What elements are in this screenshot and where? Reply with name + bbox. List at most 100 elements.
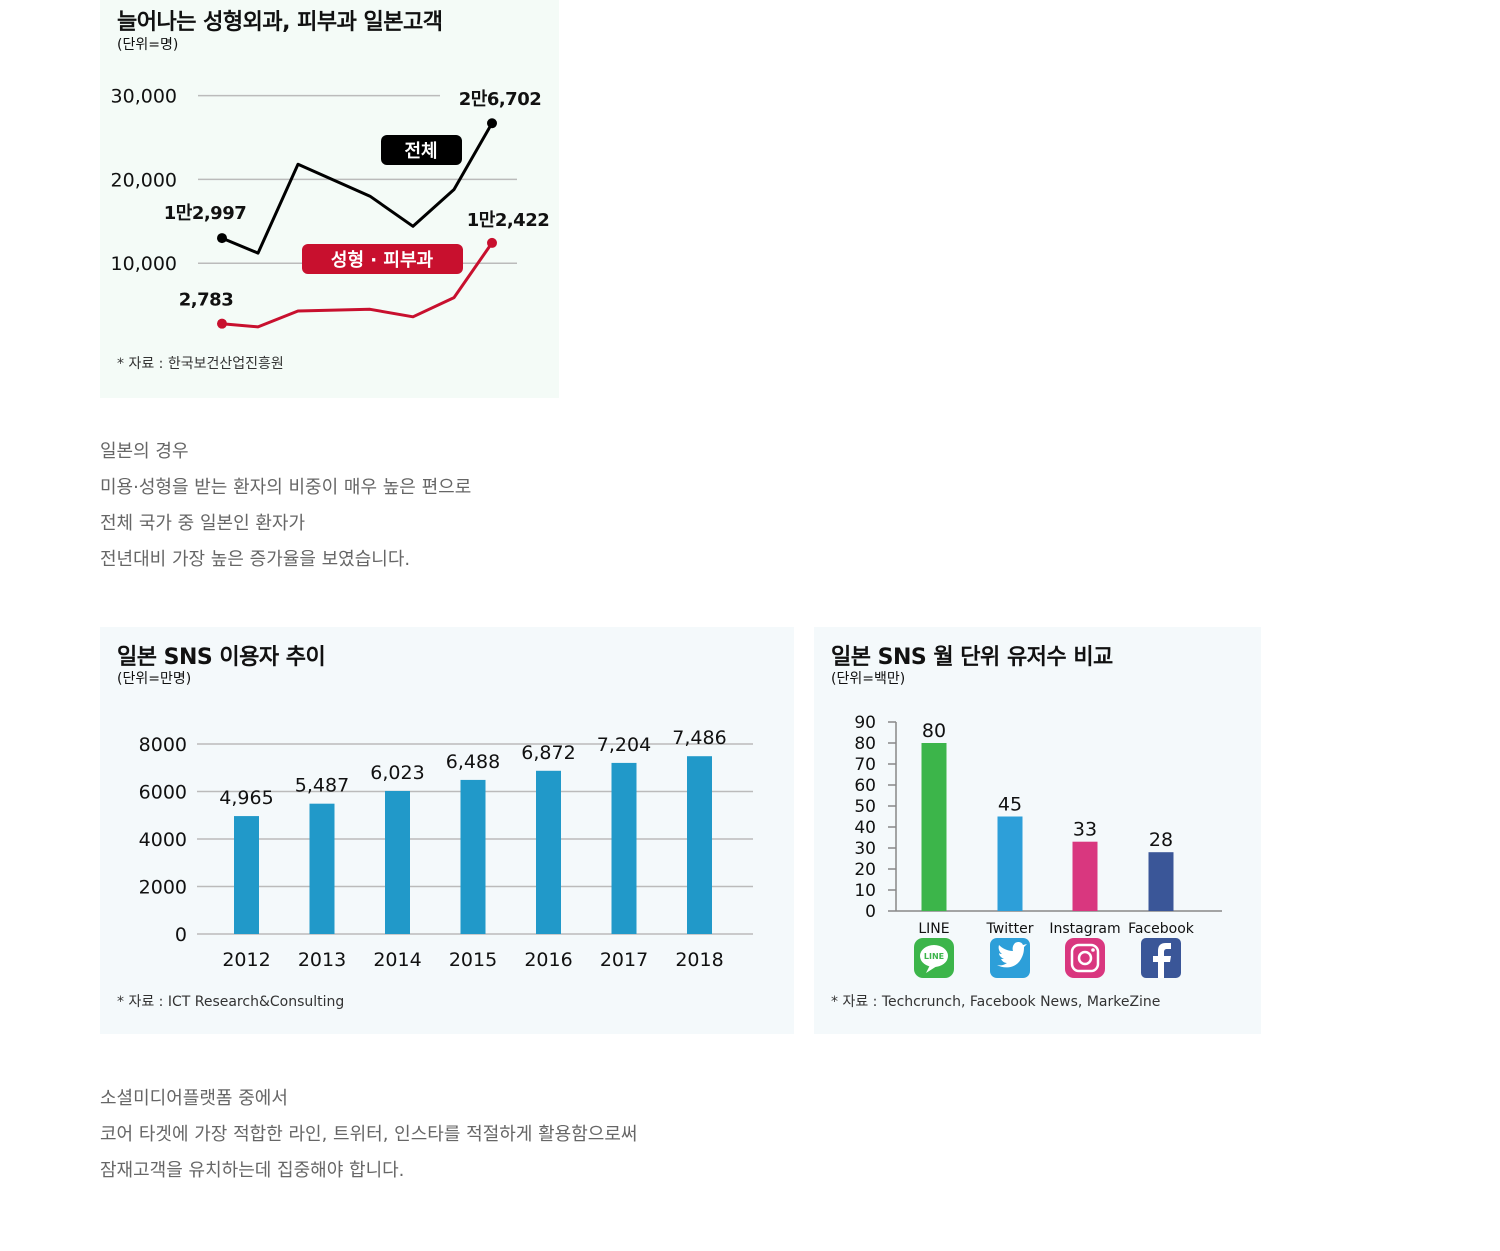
data-label: 45 (998, 794, 1022, 816)
bar (611, 762, 637, 934)
bar (460, 779, 486, 934)
x-tick-label: 2013 (298, 949, 346, 971)
y-tick-label: 40 (854, 818, 876, 838)
data-label: 7,486 (672, 727, 726, 749)
line-chart-svg: 30,000 20,000 10,000 1만2,997 2만6,702 2,783 1만2… (111, 86, 550, 329)
y-tick-label: 0 (175, 924, 187, 946)
line-logo-text: LINE (924, 952, 944, 961)
camera-flash (1091, 948, 1095, 952)
chart-source: * 자료 : 한국보건산업진흥원 (117, 356, 284, 372)
chart-title: 일본 SNS 이용자 추이 (117, 645, 326, 670)
paragraph-line: 코어 타겟에 가장 적합한 라인, 트위터, 인스타를 적절하게 활용함으로써 (100, 1124, 638, 1145)
description-paragraph-2: 소셜미디어플랫폼 중에서 코어 타겟에 가장 적합한 라인, 트위터, 인스타를… (100, 1081, 637, 1189)
y-tick-label: 6000 (139, 782, 187, 804)
data-label: 6,872 (521, 742, 575, 764)
y-tick-label: 20 (854, 860, 876, 880)
chart-title: 일본 SNS 월 단위 유저수 비교 (831, 645, 1113, 670)
data-label: 7,204 (597, 734, 651, 756)
facebook-f-icon (1141, 938, 1181, 978)
f-letter-shape (1153, 943, 1171, 978)
chart-source: * 자료 : Techcrunch, Facebook News, MarkeZ… (831, 994, 1161, 1010)
data-label: 33 (1073, 819, 1097, 841)
camera-body (1070, 943, 1100, 973)
data-label: 80 (922, 720, 946, 742)
speech-bubble-shape (920, 945, 948, 967)
bar (385, 790, 410, 934)
data-label: 5,487 (295, 775, 349, 797)
y-tick-label: 20,000 (111, 169, 177, 191)
y-tick-label: 2000 (139, 877, 187, 899)
data-point (217, 233, 227, 244)
data-point (487, 118, 497, 129)
total-series-line (221, 122, 494, 255)
y-tick-label: 50 (854, 797, 876, 817)
paragraph-line: 전체 국가 중 일본인 환자가 (100, 513, 306, 534)
paragraph-line: 전년대비 가장 높은 증가율을 보였습니다. (100, 549, 411, 570)
y-tick-label: 8000 (139, 734, 187, 756)
data-label: 2만6,702 (459, 89, 542, 110)
camera-lens (1077, 950, 1093, 966)
y-tick-label: 30 (854, 839, 876, 859)
chart-source: * 자료 : ICT Research&Consulting (117, 994, 345, 1010)
data-point (487, 237, 497, 248)
bar (921, 743, 947, 911)
bar (687, 756, 712, 934)
speech-bubble-tail (926, 965, 937, 973)
x-tick-label: 2015 (449, 949, 497, 971)
series-tag-cosmetic-label: 성형 · 피부과 (331, 250, 434, 271)
data-label: 28 (1149, 829, 1173, 851)
x-tick-label: Facebook (1128, 921, 1195, 937)
y-tick-label: 70 (854, 755, 876, 775)
cosmetic-series-line (221, 242, 494, 329)
data-label: 6,488 (446, 751, 500, 773)
x-tick-label: LINE (918, 921, 949, 937)
y-tick-label: 90 (854, 713, 876, 733)
chart-unit: (단위=명) (117, 37, 179, 53)
x-tick-label: Twitter (986, 921, 1034, 937)
bar (234, 816, 259, 934)
visitor-trend-chart-panel: 늘어나는 성형외과, 피부과 일본고객 (단위=명) 30,000 20,000 1… (100, 0, 559, 398)
x-tick-label: Instagram (1049, 921, 1120, 937)
series-tag-total-label: 전체 (404, 141, 437, 162)
bar (536, 770, 561, 934)
data-label: 1만2,997 (164, 203, 247, 224)
paragraph-line: 미용·성형을 받는 환자의 비중이 매우 높은 편으로 (100, 477, 472, 498)
bar-chart-svg: 0 2000 4000 6000 8000 4,965 2012 5,487 2013 6,023… (139, 727, 753, 971)
x-tick-label: 2014 (373, 949, 421, 971)
data-label: 2,783 (179, 290, 233, 311)
sns-monthly-users-panel: 일본 SNS 월 단위 유저수 비교 (단위=백만) 0 10 20 30 40 50 60… (814, 627, 1261, 1034)
bar (309, 803, 335, 934)
paragraph-line: 일본의 경우 (100, 441, 189, 462)
y-tick-label: 60 (854, 776, 876, 796)
series-tag-cosmetic (302, 244, 463, 274)
chart-title: 늘어나는 성형외과, 피부과 일본고객 (117, 10, 443, 35)
bar (1072, 841, 1098, 911)
x-tick-label: 2018 (675, 949, 723, 971)
y-tick-label: 30,000 (111, 86, 177, 108)
data-label: 4,965 (219, 787, 273, 809)
y-tick-label: 10,000 (111, 253, 177, 275)
x-tick-label: 2016 (524, 949, 572, 971)
icon-background (1065, 938, 1105, 978)
x-tick-label: 2017 (600, 949, 648, 971)
sns-users-trend-panel: 일본 SNS 이용자 추이 (단위=만명) 0 2000 4000 6000 8000 4… (100, 627, 794, 1034)
bar (997, 816, 1023, 911)
bird-shape (997, 941, 1027, 968)
data-label: 1만2,422 (467, 210, 550, 231)
twitter-bird-icon (990, 938, 1030, 978)
data-label: 6,023 (370, 762, 424, 784)
data-point (217, 318, 227, 329)
series-tag-total (381, 135, 462, 165)
line-app-icon: LINE (914, 938, 954, 978)
x-tick-label: 2012 (222, 949, 270, 971)
paragraph-line: 잠재고객을 유치하는데 집중해야 합니다. (100, 1160, 405, 1181)
description-paragraph-1: 일본의 경우 미용·성형을 받는 환자의 비중이 매우 높은 편으로 전체 국가… (100, 434, 471, 578)
y-tick-label: 10 (854, 881, 876, 901)
instagram-camera-icon (1065, 938, 1105, 978)
chart-unit: (단위=백만) (831, 671, 906, 687)
bar (1148, 852, 1174, 911)
y-tick-label: 4000 (139, 829, 187, 851)
y-tick-label: 0 (865, 902, 876, 922)
chart-unit: (단위=만명) (117, 671, 192, 687)
